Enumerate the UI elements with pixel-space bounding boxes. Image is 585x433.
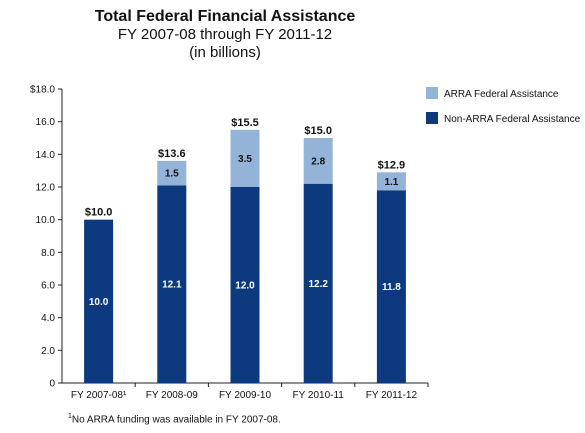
bar-total-label: $10.0 — [85, 207, 113, 219]
y-tick-label: 4.0 — [41, 313, 55, 324]
bar-non-arra — [157, 185, 187, 383]
bar-label-non-arra: 12.0 — [235, 281, 255, 292]
bar-label-arra: 1.5 — [165, 169, 179, 180]
bar-label-arra: 3.5 — [238, 154, 252, 165]
y-tick-label: 10.0 — [36, 215, 56, 226]
chart-units-note: (in billions) — [189, 44, 261, 61]
bar-non-arra — [303, 183, 333, 383]
bar-label-non-arra: 12.2 — [308, 279, 328, 290]
chart-subtitle: FY 2007-08 through FY 2011-12 — [117, 26, 333, 43]
y-tick-label: $18.0 — [30, 85, 55, 96]
bar-label-arra: 1.1 — [384, 177, 398, 188]
bar-arra — [157, 160, 187, 186]
bar-label-arra: 2.8 — [311, 156, 325, 167]
legend-label: ARRA Federal Assistance — [444, 89, 559, 100]
legend-label: Non-ARRA Federal Assistance — [444, 114, 581, 125]
legend-swatch — [426, 87, 438, 99]
bar-non-arra — [84, 219, 114, 383]
x-tick-label: FY 2007-08¹ — [71, 390, 127, 401]
footnote-text: No ARRA funding was available in FY 2007… — [71, 414, 281, 426]
y-tick-label: 16.0 — [36, 117, 56, 128]
bar-label-non-arra: 10.0 — [89, 297, 109, 308]
bar-arra — [376, 172, 406, 191]
x-tick-label: FY 2009-10 — [219, 390, 272, 401]
bar-total-label: $12.9 — [378, 159, 406, 171]
footnote: 1No ARRA funding was available in FY 200… — [68, 413, 281, 425]
footnote-marker: 1 — [68, 413, 72, 420]
bar-total-label: $13.6 — [158, 148, 186, 160]
y-tick-label: 12.0 — [36, 183, 56, 194]
y-tick-label: 6.0 — [41, 281, 55, 292]
x-tick-label: FY 2011-12 — [366, 390, 418, 401]
y-tick-label: 8.0 — [41, 248, 55, 259]
y-tick-label: 0 — [49, 379, 55, 390]
bar-total-label: $15.5 — [231, 117, 259, 129]
bar-non-arra — [376, 190, 406, 383]
bar-label-non-arra: 11.8 — [382, 282, 401, 293]
bar-arra — [303, 138, 333, 184]
chart-titles: Total Federal Financial Assistance FY 20… — [0, 8, 450, 62]
x-tick-label: FY 2010-11 — [293, 390, 345, 401]
y-tick-label: 2.0 — [41, 346, 55, 357]
bar-non-arra — [230, 187, 260, 383]
bar-total-label: $15.0 — [304, 125, 332, 137]
x-tick-label: FY 2008-09 — [146, 390, 199, 401]
bar-label-non-arra: 12.1 — [162, 280, 182, 291]
y-tick-label: 14.0 — [36, 150, 56, 161]
legend-swatch — [426, 112, 438, 124]
chart-title: Total Federal Financial Assistance — [94, 8, 356, 25]
bar-arra — [230, 129, 260, 187]
